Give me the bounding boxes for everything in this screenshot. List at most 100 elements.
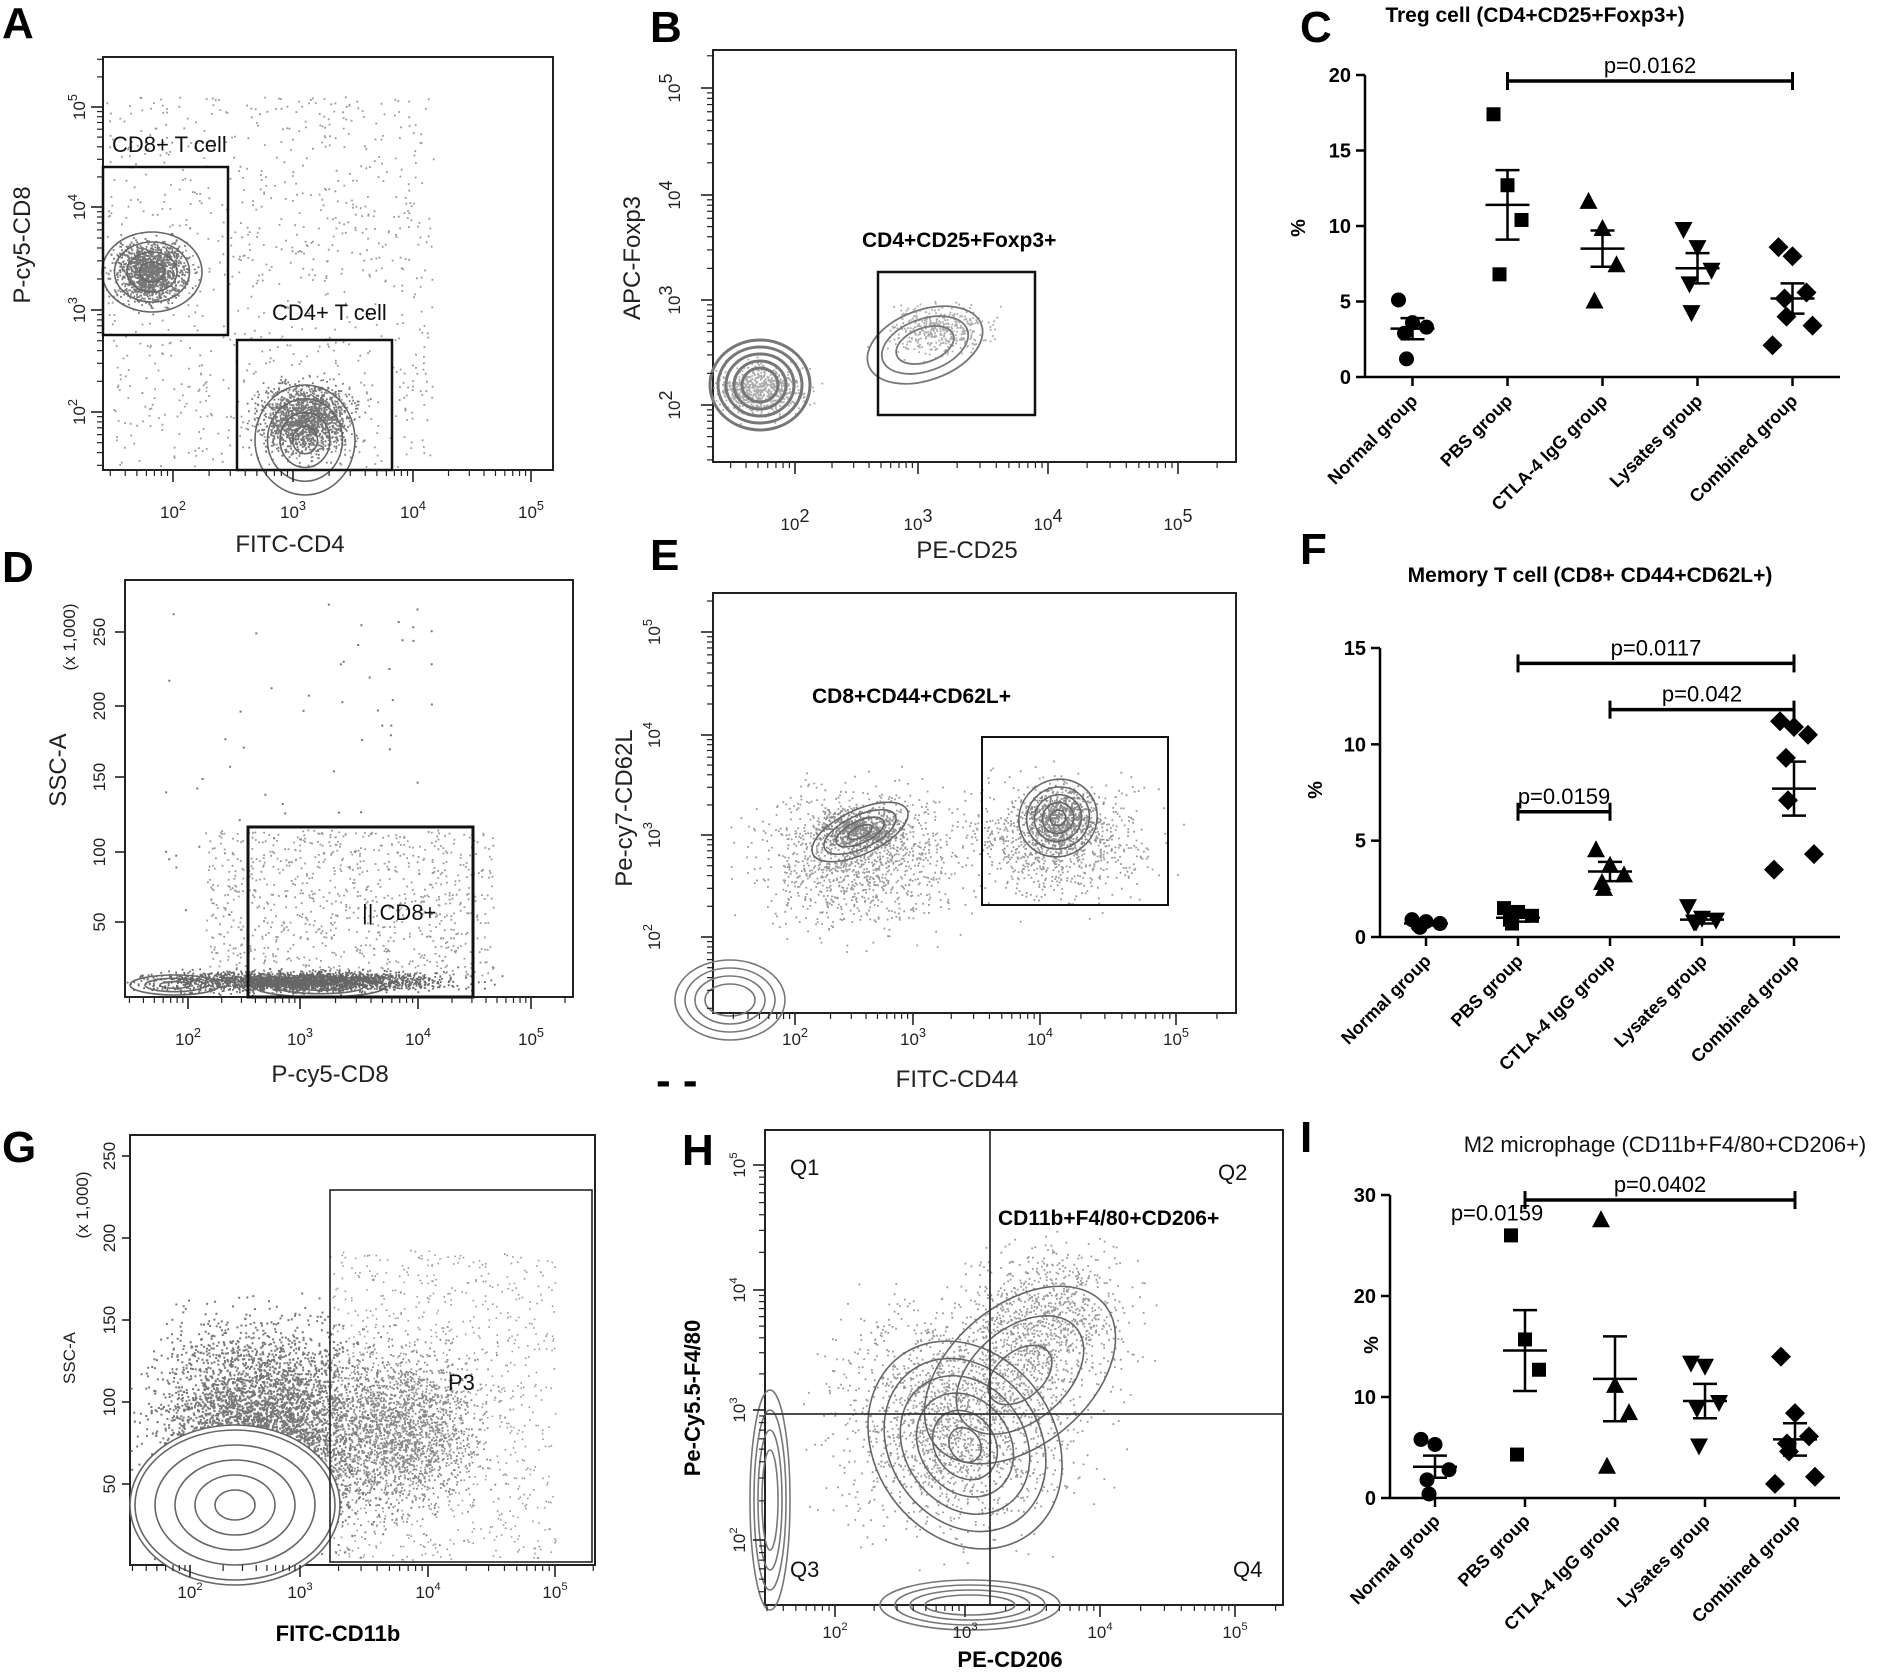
contour-line (144, 977, 206, 993)
panel-label-g: G (2, 1123, 36, 1172)
y-tick-label: 200 (100, 1224, 119, 1252)
data-point (1607, 255, 1626, 273)
data-point (1419, 1472, 1435, 1488)
data-point (1710, 1395, 1728, 1413)
y-tick-label: 10 (1329, 216, 1351, 238)
contour-line (923, 1285, 1117, 1465)
contour-line (823, 808, 897, 856)
y-tick-label: 20 (1354, 1286, 1376, 1308)
contour-line (1033, 793, 1083, 843)
data-point (1598, 1456, 1616, 1474)
contour-line (880, 315, 970, 375)
gate-cd4 (235, 338, 394, 472)
data-point (1765, 1473, 1785, 1494)
y-tick-label: 103 (65, 297, 89, 323)
y-tick-label: 200 (90, 692, 109, 720)
y-tick-label: 100 (100, 1388, 119, 1416)
x-tick-label: 105 (518, 1025, 544, 1049)
y-tick-label: 102 (65, 399, 89, 425)
y-axis-label: Pe-Cy5.5-F4/80 (680, 1320, 705, 1477)
y-tick-label: 103 (640, 822, 664, 848)
x-axis-label: FITC-CD11b (276, 1621, 401, 1646)
p-value-label: p=0.042 (1662, 682, 1742, 707)
data-point (1784, 716, 1804, 737)
contour-line (214, 1489, 256, 1521)
plot-frame (712, 49, 1237, 463)
contour-line (154, 1444, 316, 1566)
data-point (1762, 335, 1783, 356)
contour-line (138, 261, 166, 283)
x-tick-label: 104 (1027, 1025, 1053, 1049)
event-dots (165, 603, 433, 916)
data-point (1802, 315, 1823, 336)
contour-line (279, 411, 331, 469)
quadrant-q4: Q4 (1233, 1557, 1262, 1582)
y-tick-label: 105 (65, 94, 89, 120)
gate-memory (981, 736, 1169, 906)
y-axis-label: SSC-A (60, 1331, 79, 1384)
contour-line (1049, 809, 1067, 827)
x-tick-label: Lysates group (1610, 951, 1711, 1052)
panel-e: E CD8+CD44+CD62L+ 102 103 104 105 102 103 104 105… (611, 531, 1237, 1093)
contour-line (883, 1357, 1047, 1533)
data-point (1592, 1210, 1610, 1228)
p-value-label: p=0.0402 (1614, 1172, 1706, 1197)
data-point (1510, 1447, 1524, 1462)
contour-line (740, 366, 780, 404)
data-point (1587, 840, 1605, 858)
contour-line (716, 345, 804, 425)
x-tick-label: 104 (1034, 506, 1063, 534)
quadrant-q3: Q3 (790, 1557, 819, 1582)
p-value-label: p=0.0117 (1611, 635, 1702, 660)
panel-mark: - - (656, 1056, 698, 1105)
gate-label-treg: CD4+CD25+Foxp3+ (862, 229, 1056, 252)
x-tick-label: 105 (542, 1581, 567, 1602)
gate-label-p3: P3 (448, 1370, 475, 1395)
data-point (1798, 724, 1818, 745)
data-point (1782, 246, 1803, 267)
y-tick-label: 10 (1344, 734, 1366, 756)
data-point (1579, 191, 1598, 209)
gate-label-memory: CD8+CD44+CD62L+ (812, 685, 1011, 708)
x-tick-label: 102 (782, 1025, 808, 1049)
contour-line (275, 979, 365, 995)
y-tick-label: 250 (90, 618, 109, 646)
y-tick-label: 103 (728, 1397, 749, 1422)
data-point (1680, 276, 1699, 294)
contour-line (129, 974, 221, 996)
event-dots (283, 1324, 512, 1547)
p-value-annotation: p=0.0159 (1451, 1200, 1543, 1225)
y-tick-label: 104 (728, 1277, 749, 1302)
data-point (1492, 267, 1507, 282)
y-axis-label: % (1361, 1336, 1383, 1354)
data-point (1391, 292, 1406, 308)
x-tick-label: 102 (781, 506, 810, 534)
data-point (1696, 1358, 1714, 1376)
contour-line (704, 983, 756, 1017)
y-tick-label: 104 (656, 181, 684, 210)
x-tick-label: 104 (1087, 1621, 1112, 1642)
x-tick-label: 103 (280, 498, 306, 522)
contour-line (987, 1344, 1053, 1406)
x-axis-label: P-cy5-CD8 (271, 1061, 388, 1088)
contour-line (254, 384, 356, 496)
y-tick-label: 5 (1355, 831, 1366, 853)
x-tick-label: PBS group (1454, 1511, 1534, 1591)
x-axis-label: FITC-CD44 (896, 1066, 1019, 1093)
panel-h: H Q1 Q2 Q3 Q4 CD11b+F4/80+CD206+ 102 103 104 105 1… (680, 1126, 1284, 1672)
y-tick-label: 15 (1344, 638, 1366, 660)
y-tick-label: 5 (1340, 292, 1351, 314)
panel-label-i: I (1300, 1113, 1312, 1162)
x-tick-label: PBS group (1436, 391, 1516, 471)
contour-line (879, 1579, 1061, 1631)
data-point (1514, 212, 1529, 227)
data-point (1688, 1401, 1706, 1419)
contour-line (899, 1374, 1031, 1516)
y-tick-label: 105 (656, 74, 684, 103)
contour-line (266, 397, 344, 483)
x-tick-label: 103 (900, 1025, 926, 1049)
data-point (1585, 291, 1604, 309)
data-point (1771, 1346, 1791, 1367)
y-tick-label: 150 (100, 1306, 119, 1334)
plot-frame (129, 1134, 596, 1566)
